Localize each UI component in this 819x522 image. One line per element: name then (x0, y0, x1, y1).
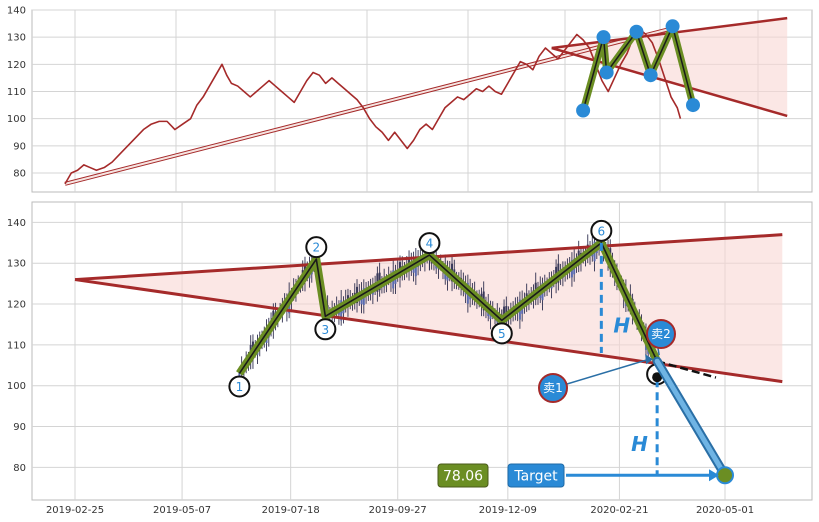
bottom-xtick-label: 2020-02-21 (590, 505, 648, 516)
pattern-point-marker (314, 318, 337, 341)
top-price-panel: 80 90 100 110 120 130 140 (7, 6, 813, 193)
bottom-xtick-label: 2019-05-07 (153, 505, 211, 516)
sell2-label: 卖2 (651, 327, 671, 341)
candle-body (238, 371, 241, 378)
sell1-pointer (566, 358, 650, 385)
bottom-xtick-label: 2019-12-09 (479, 505, 537, 516)
sell1-label: 卖1 (543, 381, 563, 395)
target-value-label: 78.06 (443, 469, 483, 485)
annotation-overlay: 卖1 卖2 78.06 Target (437, 319, 719, 488)
top-pattern-point (596, 30, 611, 45)
top-ytick-label: 140 (7, 6, 26, 17)
pattern-point-marker (305, 236, 328, 259)
top-ytick-label: 130 (7, 33, 26, 44)
bottom-xtick-label: 2019-09-27 (369, 505, 427, 516)
target-label: Target (513, 469, 558, 485)
pattern-point-marker (490, 322, 513, 345)
top-ytick-label: 120 (7, 60, 26, 71)
top-trend-channel-inner (64, 28, 670, 185)
sell2-badge (646, 319, 676, 349)
top-pattern-point (599, 65, 614, 80)
bottom-xtick-label: 2020-05-01 (696, 505, 754, 516)
pattern-point-label: 2 (312, 241, 320, 255)
bottom-ytick-label: 140 (7, 218, 26, 229)
sell1-badge (538, 373, 568, 403)
height-label-1: H (613, 314, 630, 338)
target-projection-line (654, 358, 728, 478)
sell2-pointer (657, 347, 660, 356)
bottom-ytick-label: 110 (7, 340, 26, 351)
top-ytick-label: 90 (13, 141, 26, 152)
pattern-point-label: 3 (322, 323, 330, 337)
target-box (507, 463, 565, 488)
pattern-point-label: 6 (598, 224, 606, 238)
bottom-triangle-fill (75, 234, 783, 382)
pattern-point-label: 1 (236, 380, 244, 394)
pattern-point-marker (418, 232, 441, 255)
bottom-candlestick-panel: 80 90 100 110 120 130 140 2019-02-25 2019-05-07 2… (7, 201, 813, 516)
bottom-ytick-label: 120 (7, 300, 26, 311)
bottom-ytick-label: 90 (13, 422, 26, 433)
top-price-line (64, 28, 682, 185)
sell1-arrowhead (645, 354, 654, 365)
target-value-box (437, 463, 489, 488)
target-point (716, 466, 734, 485)
top-triangle-lower-line (551, 46, 788, 118)
top-pattern-point (629, 24, 644, 39)
breakdown-extension (656, 360, 717, 379)
bottom-xtick-label: 2019-02-25 (46, 505, 104, 516)
top-ytick-label: 100 (7, 114, 26, 125)
pattern-point-marker (590, 219, 613, 242)
height-label-2: H (631, 432, 648, 456)
target-arrowhead (709, 469, 719, 482)
bottom-ytick-label: 130 (7, 259, 26, 270)
top-pattern-point (576, 103, 591, 118)
pattern-point-marker (228, 375, 251, 398)
top-pattern-point (665, 19, 680, 34)
bottom-ytick-label: 100 (7, 381, 26, 392)
pattern-point-label: 5 (498, 327, 506, 341)
bottom-ytick-label: 80 (13, 463, 26, 474)
bottom-xtick-label: 2019-07-18 (262, 505, 320, 516)
pattern-point-label: 4 (426, 237, 434, 251)
top-pattern-point (686, 98, 700, 113)
top-ytick-label: 80 (13, 168, 26, 179)
bottom-triangle-lower-line (74, 278, 783, 384)
top-ytick-label: 110 (7, 87, 26, 98)
breakdown-dot (652, 372, 663, 383)
top-pattern-point (643, 68, 658, 83)
